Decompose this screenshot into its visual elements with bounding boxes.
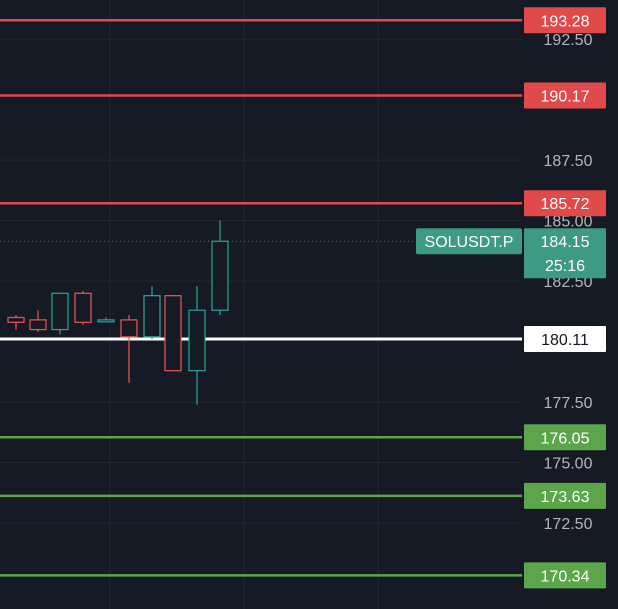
price-levels — [0, 19, 522, 577]
candle-body — [164, 295, 182, 372]
level-badge-label: 190.17 — [541, 89, 590, 106]
y-tick-label: 175.00 — [544, 456, 593, 473]
level-badge-resistance — [524, 82, 606, 109]
candle-body — [74, 292, 92, 323]
candle-body — [97, 319, 115, 323]
y-tick-label: 192.50 — [544, 32, 593, 49]
candle — [51, 292, 69, 335]
candle — [143, 286, 161, 340]
level-badges: 193.28 190.17 185.72 180.11 176.05 173.63 170.… — [524, 7, 606, 589]
level-badge-label: 185.72 — [541, 196, 590, 213]
y-tick-label: 177.50 — [544, 395, 593, 412]
candle-body — [7, 316, 25, 323]
candle-body — [143, 295, 161, 338]
level-badge-support — [524, 482, 606, 509]
level-badge-support — [524, 562, 606, 589]
candle — [29, 310, 47, 332]
level-badge-label: 180.11 — [541, 332, 589, 349]
symbol-badge — [416, 228, 522, 255]
grid — [0, 0, 522, 609]
candle — [164, 295, 182, 372]
y-tick-label: 172.50 — [544, 516, 593, 533]
level-badge-pivot — [524, 326, 606, 352]
candle — [120, 315, 138, 383]
current-price-badge — [524, 228, 606, 279]
level-badge-label: 193.28 — [541, 13, 590, 30]
level-badge-label: 176.05 — [541, 430, 590, 447]
y-tick-label: 182.50 — [544, 274, 593, 291]
y-tick-label: 187.50 — [544, 153, 593, 170]
candle — [211, 220, 229, 316]
candle-body — [29, 319, 47, 331]
y-axis-ticks: 192.50 187.50 185.00 182.50 177.50 175.00 172.… — [544, 32, 593, 533]
candle — [74, 290, 92, 325]
level-badge-resistance — [524, 7, 606, 34]
candle-body — [188, 309, 206, 372]
candle-body — [211, 240, 229, 311]
level-badge-support — [524, 424, 606, 451]
level-badge-resistance — [524, 190, 606, 217]
current-price-label: 184.15 — [541, 234, 590, 251]
countdown-label: 25:16 — [545, 258, 585, 275]
current-price-group: SOLUSDT.P 184.15 25:16 — [0, 228, 606, 279]
candle — [7, 315, 25, 330]
candles — [7, 220, 229, 405]
candle — [97, 317, 115, 323]
candle-body — [51, 292, 69, 331]
level-badge-label: 173.63 — [541, 489, 590, 506]
y-tick-label: 185.00 — [544, 214, 593, 231]
level-badge-label: 170.34 — [541, 568, 590, 585]
candle — [188, 286, 206, 405]
symbol-label: SOLUSDT.P — [425, 234, 514, 251]
candle-body — [120, 319, 138, 338]
